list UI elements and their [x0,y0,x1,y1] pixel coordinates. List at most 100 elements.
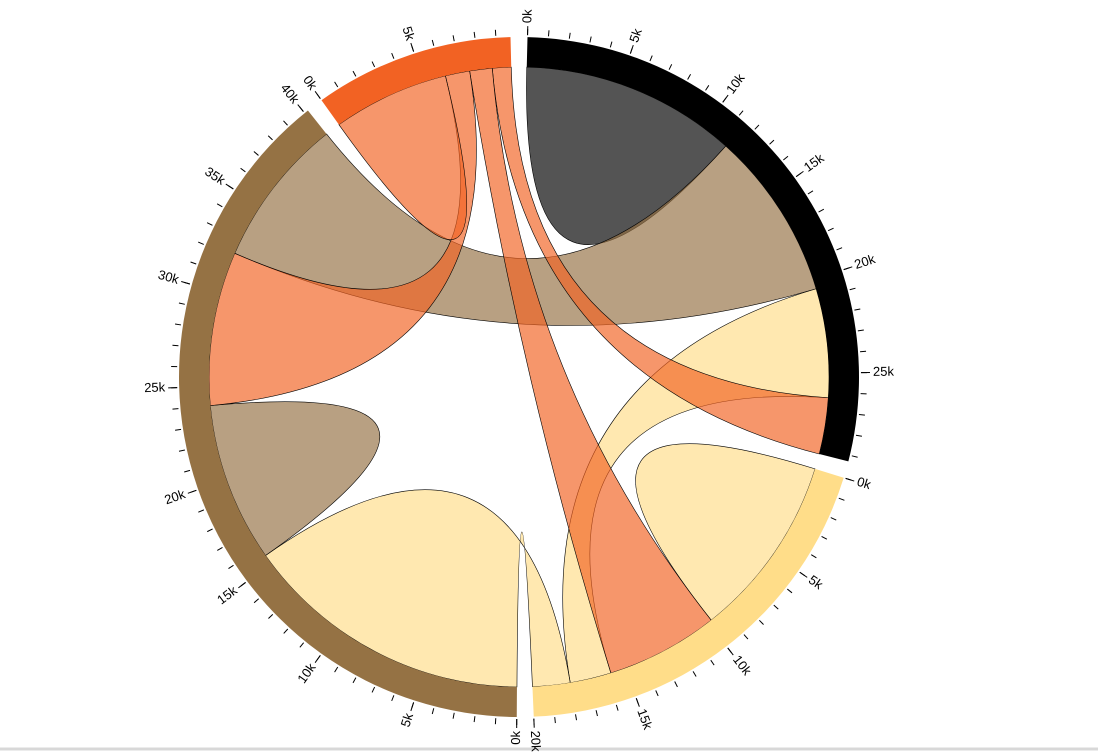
tick-mark [391,52,395,59]
major-tick-mark [297,104,304,112]
tick-label: 0k [855,474,873,493]
tick-label: 0k [508,730,523,744]
tick-label: 25k [873,364,895,379]
tick-mark [705,85,710,91]
tick-mark [692,671,697,677]
tick-mark [649,55,653,62]
tick-mark [206,222,213,226]
tick-label: 20k [852,251,877,272]
tick-mark [283,628,289,634]
tick-mark [299,642,305,648]
tick-mark [851,455,858,458]
tick-label: 10k [294,660,319,686]
tick-mark [773,604,779,610]
tick-mark [267,135,273,141]
tick-mark [253,151,259,156]
tick-mark [198,241,204,245]
tick-mark [175,428,182,431]
tick-mark [769,139,775,145]
tick-label: 20k [528,730,544,752]
tick-mark [253,598,260,604]
tick-mark [738,110,744,116]
tick-mark [371,61,376,68]
tick-mark [352,70,357,77]
tick-mark [687,73,692,80]
major-tick-mark [629,44,634,54]
tick-mark [431,39,435,46]
tick-mark [609,41,613,48]
tick-mark [240,167,246,173]
tick-mark [818,208,825,213]
tick-mark [858,414,865,416]
major-tick-mark [314,91,321,99]
tick-label: 5k [806,572,826,592]
tick-mark [568,32,571,39]
major-tick-mark [238,582,246,589]
tick-label: 0k [300,73,320,93]
tick-label: 40k [278,81,303,107]
tick-mark [452,35,455,42]
tick-mark [854,308,861,311]
group-arc [532,468,844,717]
tick-mark [268,613,274,619]
major-tick-mark [181,281,191,285]
tick-mark [810,554,817,559]
tick-mark [172,344,179,347]
tick-label: 20k [162,486,187,507]
tick-label: 10k [723,70,748,96]
tick-mark [352,677,357,684]
tick-mark [391,695,395,702]
tick-mark [807,190,814,195]
tick-mark [827,227,834,232]
tick-mark [431,708,435,715]
major-tick-mark [314,655,321,663]
major-tick-mark [722,94,729,103]
major-tick-mark [845,477,855,482]
tick-mark [190,261,197,265]
major-tick-mark [843,266,853,271]
tick-mark [198,509,205,513]
tick-mark [473,716,476,723]
tick-mark [184,469,191,473]
tick-label: 5k [398,711,417,729]
tick-mark [595,710,598,717]
tick-label: 30k [156,267,181,287]
groups [178,37,859,717]
tick-label: 5k [400,25,419,43]
tick-mark [174,323,182,326]
tick-mark [178,302,185,305]
ribbon [338,75,467,241]
tick-mark [710,659,715,666]
tick-label: 15k [214,583,240,608]
tick-mark [589,36,592,43]
major-tick-mark [225,183,234,190]
tick-mark [783,155,789,161]
group-arc [178,110,517,717]
ribbon [265,489,571,688]
tick-mark [830,517,837,521]
tick-label: 0k [519,9,534,24]
tick-mark [668,64,673,70]
tick-label: 5k [626,26,645,44]
tick-mark [674,681,678,688]
tick-mark [821,535,828,540]
tick-mark [216,203,223,208]
tick-mark [334,666,339,673]
tick-mark [334,81,339,88]
tick-mark [849,287,856,291]
major-tick-mark [410,702,415,712]
group-arc [321,37,512,125]
major-tick-mark [799,571,808,578]
tick-mark [743,634,749,640]
ribbon [635,443,816,621]
tick-mark [228,564,234,570]
tick-mark [554,717,556,724]
tick-mark [655,690,659,697]
tick-mark [172,408,179,410]
tick-mark [575,714,578,721]
major-tick-mark [727,647,734,656]
major-tick-mark [795,170,804,178]
tick-mark [836,247,843,251]
